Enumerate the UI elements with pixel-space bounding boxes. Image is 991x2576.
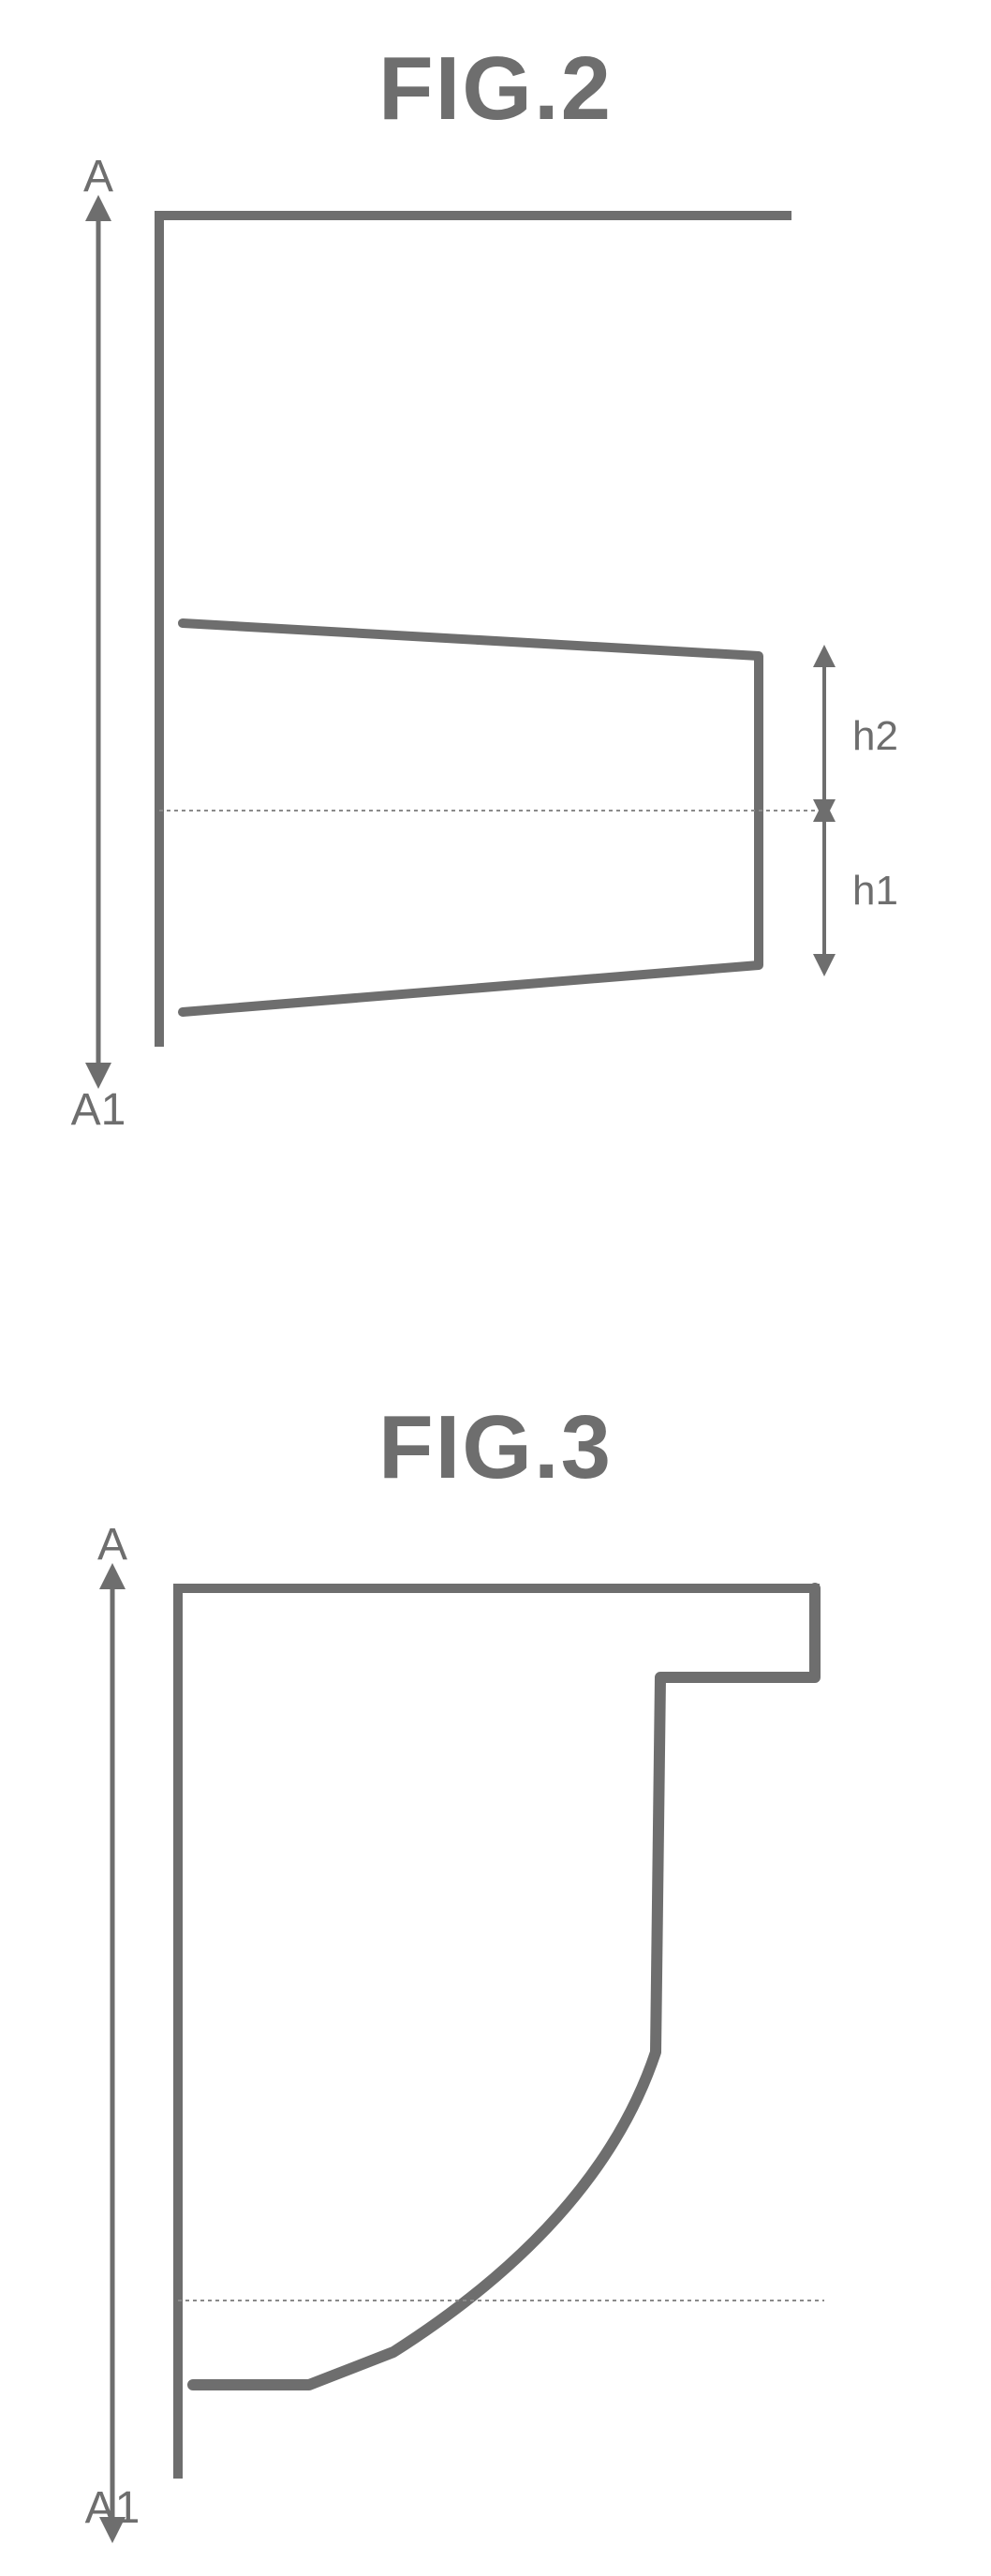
fig3-frame [178, 1588, 815, 2474]
fig3-axis-label-top: A [97, 1520, 127, 1570]
fig3-canvas: A A1 [0, 0, 991, 2576]
fig3-axis: A A1 [85, 1520, 141, 2543]
fig3-axis-label-bottom: A1 [85, 2483, 141, 2533]
fig3-profile [193, 1588, 815, 2385]
